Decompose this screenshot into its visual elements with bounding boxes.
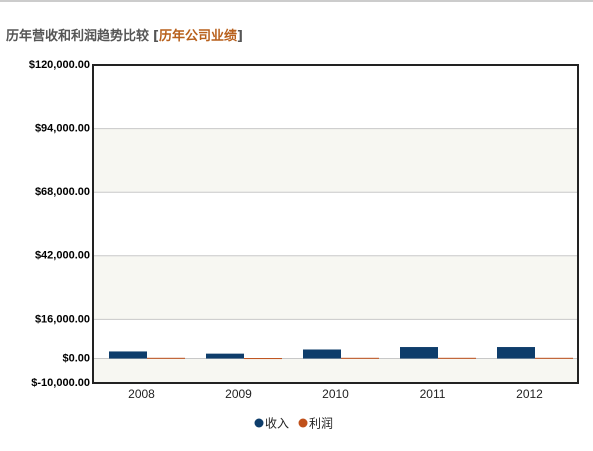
x-tick-label: 2010	[322, 387, 349, 401]
y-tick-label: $120,000.00	[29, 59, 90, 71]
bar	[497, 347, 535, 359]
bar	[400, 347, 438, 359]
y-tick-label: $0.00	[62, 352, 90, 364]
bar	[341, 357, 379, 359]
bar	[109, 351, 147, 359]
bar	[244, 358, 282, 360]
grid-band	[93, 128, 578, 193]
y-tick-label: $16,000.00	[35, 313, 90, 325]
plot-border	[92, 64, 579, 384]
grid-band	[93, 255, 578, 320]
y-tick-label: $42,000.00	[35, 250, 90, 262]
legend-swatch	[254, 418, 264, 428]
bracket: ]	[237, 29, 243, 44]
grid-band	[93, 358, 578, 383]
legend-label: 收入	[265, 417, 289, 431]
legend-label: 利润	[309, 417, 333, 431]
bar	[147, 357, 185, 359]
title-link[interactable]: 历年公司业绩	[159, 28, 237, 44]
x-tick-label: 2009	[225, 387, 252, 401]
plot-area	[93, 65, 578, 383]
y-tick-label: $94,000.00	[35, 123, 90, 135]
y-tick-label: $68,000.00	[35, 186, 90, 198]
y-tick-label: $-10,000.00	[31, 377, 90, 389]
x-tick-label: 2008	[128, 387, 155, 401]
chart-title: 历年营收和利润趋势比较 [历年公司业绩]	[6, 28, 243, 44]
bar	[303, 349, 341, 359]
x-tick-label: 2012	[516, 387, 543, 401]
bar	[535, 357, 573, 359]
title-text: 历年营收和利润趋势比较	[6, 28, 149, 44]
bar	[206, 353, 244, 359]
legend-swatch	[298, 418, 308, 428]
bracket: [	[153, 29, 159, 44]
bar	[438, 357, 476, 359]
x-tick-label: 2011	[420, 387, 446, 401]
